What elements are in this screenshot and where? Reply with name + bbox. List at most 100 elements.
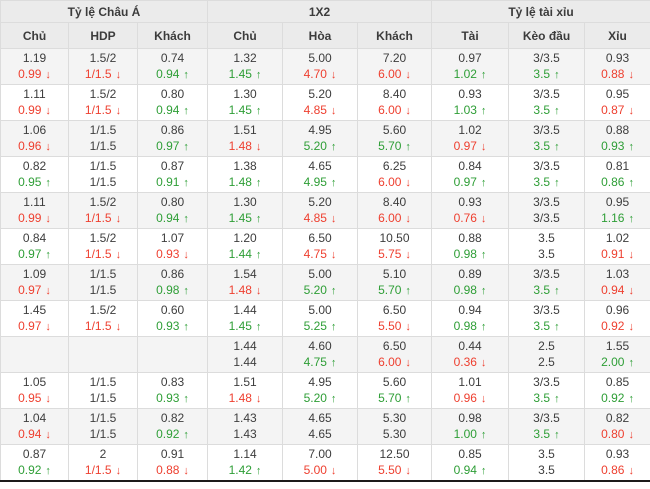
up-arrow-icon: ↑ [554,321,560,333]
match-odds-row: 1.45 0.97 ↓ 1.5/2 1/1.5 ↓ 0.60 0.93 ↑ 1.44 1.45 ↑ 5.… [0,300,650,337]
opening-odds-value: 0.86 [160,267,185,281]
live-odds-value: 1/1.5 [84,319,112,333]
opening-odds-value: 5.00 [308,51,332,65]
live-odds-value: 4.85 [303,103,327,117]
live-odds-value: 1.48 [228,283,252,297]
opening-odds-value: 1.07 [160,231,185,245]
odds-cell: 6.25 6.00 ↓ [357,156,432,193]
live-odds-value: 0.99 [18,103,42,117]
opening-odds-value: 1.5/2 [89,231,117,245]
live-odds-value: 3/3.5 [533,211,560,225]
opening-odds-value: 3/3.5 [533,87,560,101]
opening-odds-value: 0.84 [22,231,47,245]
live-odds-value: 0.97 [156,139,180,153]
up-arrow-icon: ↑ [183,429,189,441]
live-odds-value: 3.5 [533,427,551,441]
up-arrow-icon: ↑ [330,285,337,297]
odds-cell: 0.93 0.86 ↓ [583,444,650,482]
up-arrow-icon: ↑ [480,249,487,261]
opening-odds-value: 4.65 [308,411,332,425]
opening-odds-value: 0.80 [160,195,185,209]
live-odds-value: 1/1.5 [89,391,117,405]
odds-cell: 0.87 0.92 ↑ [0,444,69,482]
odds-cell: 7.20 6.00 ↓ [357,48,432,85]
odds-cell: 10.50 5.75 ↓ [357,228,432,265]
odds-cell: 3/3.5 3.5 ↑ [508,408,585,445]
live-odds-value: 0.36 [453,355,477,369]
live-odds-value: 3.5 [533,139,551,153]
opening-odds-value: 0.87 [22,447,47,461]
up-arrow-icon: ↑ [628,177,634,189]
odds-cell: 4.65 4.95 ↑ [282,156,358,193]
opening-odds-value: 1/1.5 [89,375,117,389]
live-odds-value: 1/1.5 [89,283,117,297]
opening-odds-value: 5.20 [308,195,332,209]
odds-cell [137,336,208,373]
live-odds-value: 0.97 [18,247,42,261]
live-odds-value: 0.87 [601,103,625,117]
opening-odds-value: 1.30 [233,195,257,209]
odds-cell [0,336,69,373]
odds-cell: 1.14 1.42 ↑ [207,444,283,482]
up-arrow-icon: ↑ [405,285,411,297]
down-arrow-icon: ↓ [628,321,634,333]
odds-cell: 4.95 5.20 ↑ [282,120,358,157]
live-odds-value: 5.20 [303,139,327,153]
up-arrow-icon: ↑ [183,321,189,333]
down-arrow-icon: ↓ [45,429,51,441]
opening-odds-value: 0.95 [605,87,630,101]
live-odds-value: 0.92 [18,463,42,477]
odds-cell: 1.5/2 1/1.5 ↓ [68,228,138,265]
live-odds-value: 5.70 [378,391,402,405]
odds-cell: 5.20 4.85 ↓ [282,84,358,121]
odds-cell: 0.74 0.94 ↑ [137,48,208,85]
opening-odds-value: 1/1.5 [89,159,117,173]
opening-odds-value: 1.30 [233,87,257,101]
up-arrow-icon: ↑ [255,69,262,81]
down-arrow-icon: ↓ [183,249,189,261]
opening-odds-value: 1.38 [233,159,257,173]
live-odds-value: 0.98 [453,283,477,297]
odds-cell: 5.60 5.70 ↑ [357,120,432,157]
opening-odds-value: 8.40 [382,87,407,101]
opening-odds-value: 0.85 [605,375,630,389]
opening-odds-value: 1.14 [233,447,257,461]
live-odds-value: 0.98 [156,283,180,297]
odds-cell: 0.93 0.88 ↓ [583,48,650,85]
up-arrow-icon: ↑ [255,177,262,189]
opening-odds-value: 1.51 [233,123,257,137]
live-odds-value: 0.94 [156,211,180,225]
live-odds-value: 1.48 [228,391,252,405]
down-arrow-icon: ↓ [480,393,487,405]
odds-cell: 3/3.5 3.5 ↑ [508,120,585,157]
opening-odds-value: 3/3.5 [533,159,560,173]
odds-cell: 0.80 0.94 ↑ [137,192,208,229]
down-arrow-icon: ↓ [115,465,122,477]
opening-odds-value: 0.97 [458,51,482,65]
live-odds-value: 1.44 [233,355,257,369]
live-odds-value: 1/1.5 [89,175,117,189]
odds-cell: 1.06 0.96 ↓ [0,120,69,157]
match-odds-row: 0.87 0.92 ↑ 2 1/1.5 ↓ 0.91 0.88 ↓ 1.14 1.42 ↑ 7.00 5.… [0,444,650,482]
odds-cell: 1.03 0.94 ↓ [583,264,650,301]
odds-cell: 4.60 4.75 ↑ [282,336,358,373]
live-odds-value: 1.00 [453,427,477,441]
odds-cell: 2.5 2.5 [508,336,585,373]
odds-cell: 3/3.5 3.5 ↑ [508,372,585,409]
opening-odds-value: 1.01 [458,375,482,389]
up-arrow-icon: ↑ [183,105,189,117]
odds-cell: 5.00 5.20 ↑ [282,264,358,301]
opening-odds-value: 0.88 [605,123,630,137]
live-odds-value: 0.92 [156,427,180,441]
down-arrow-icon: ↓ [255,141,262,153]
live-odds-value: 0.93 [156,391,180,405]
live-odds-value: 4.85 [303,211,327,225]
odds-cell: 1.11 0.99 ↓ [0,84,69,121]
opening-odds-value: 10.50 [379,231,410,245]
live-odds-value: 0.86 [601,463,625,477]
down-arrow-icon: ↓ [405,69,411,81]
odds-cell: 0.95 0.87 ↓ [583,84,650,121]
match-odds-row: 1.05 0.95 ↓ 1/1.5 1/1.5 0.83 0.93 ↑ 1.51 1.48 ↓ 4.9… [0,372,650,409]
opening-odds-value: 1.06 [22,123,47,137]
